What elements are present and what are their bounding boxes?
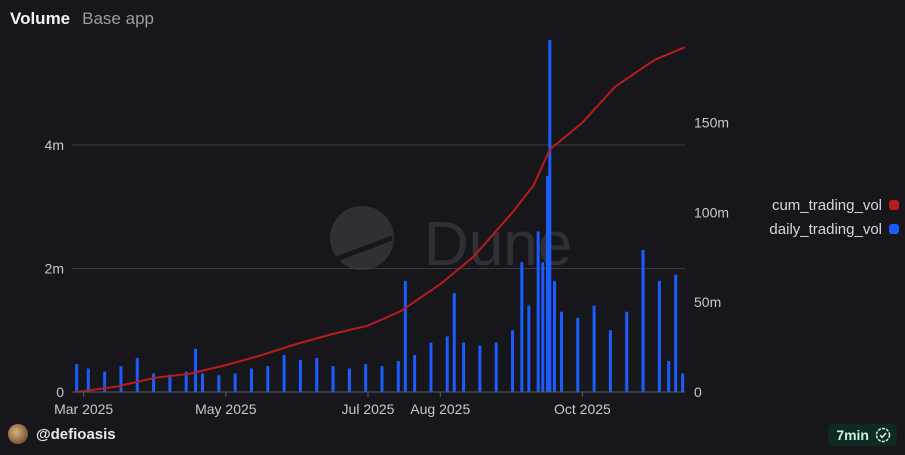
bar-mark — [657, 280, 661, 392]
bar-mark — [249, 368, 253, 392]
bar-mark — [667, 361, 671, 392]
bar-mark — [536, 231, 540, 392]
bar-mark — [545, 175, 549, 392]
legend-item-daily[interactable]: daily_trading_vol — [769, 217, 899, 241]
cum-trading-vol-line — [76, 46, 686, 393]
author-name: @defioasis — [36, 425, 116, 443]
legend-label-cum: cum_trading_vol — [771, 196, 882, 214]
bar-mark — [168, 374, 172, 392]
bar-mark — [396, 361, 400, 392]
legend-item-cum[interactable]: cum_trading_vol — [769, 193, 899, 217]
bar-mark — [266, 366, 270, 392]
bar-mark — [403, 280, 407, 392]
bar-mark — [520, 262, 524, 392]
bar-mark — [681, 373, 685, 392]
avatar — [8, 424, 28, 444]
bar-mark — [282, 354, 286, 392]
bar-mark — [103, 371, 107, 392]
bar-mark — [552, 280, 556, 392]
bar-mark — [315, 358, 319, 392]
bar-mark — [559, 311, 563, 392]
x-tick-label: Mar 2025 — [54, 401, 113, 417]
author-link[interactable]: @defioasis — [8, 424, 116, 444]
chart-legend: cum_trading_vol daily_trading_vol — [769, 193, 899, 241]
bar-mark — [608, 330, 612, 392]
legend-swatch-daily — [889, 224, 899, 234]
y-right-tick-label: 50m — [694, 294, 721, 310]
check-badge-icon — [875, 427, 891, 443]
refresh-time: 7min — [836, 427, 869, 443]
legend-swatch-cum — [889, 200, 899, 210]
y-left-tick-label: 4m — [45, 137, 64, 153]
bar-mark — [641, 249, 645, 392]
bar-mark — [548, 40, 552, 392]
bar-mark — [576, 317, 580, 392]
bar-mark — [135, 358, 139, 392]
bar-mark — [478, 345, 482, 392]
bar-mark — [217, 375, 221, 392]
bar-mark — [364, 364, 368, 392]
bar-mark — [527, 305, 531, 392]
bar-mark — [119, 366, 123, 392]
y-right-tick-label: 100m — [694, 204, 729, 220]
y-left-tick-label: 0 — [56, 384, 64, 400]
bar-mark — [152, 373, 156, 392]
bar-mark — [592, 305, 596, 392]
legend-label-daily: daily_trading_vol — [769, 220, 882, 238]
bar-mark — [413, 354, 417, 392]
bar-mark — [452, 293, 456, 392]
bar-mark — [184, 371, 188, 392]
chart-header: Volume Base app — [10, 9, 154, 29]
y-right-tick-label: 150m — [694, 115, 729, 131]
bar-mark — [494, 342, 498, 392]
chart-subtitle: Base app — [82, 9, 154, 28]
bar-mark — [429, 342, 433, 392]
bar-mark — [298, 359, 302, 392]
bar-mark — [674, 274, 678, 392]
chart-title: Volume — [10, 9, 71, 28]
refresh-badge[interactable]: 7min — [828, 424, 897, 446]
bar-mark — [233, 373, 237, 392]
bar-mark — [194, 348, 198, 392]
bar-mark — [541, 262, 545, 392]
bar-mark — [625, 311, 629, 392]
bar-mark — [511, 330, 515, 392]
bar-mark — [445, 336, 449, 392]
y-left-tick-label: 2m — [45, 260, 64, 276]
bar-mark — [462, 342, 466, 392]
x-tick-label: Oct 2025 — [554, 401, 611, 417]
bar-mark — [347, 368, 351, 392]
watermark-logo — [330, 206, 394, 270]
bar-mark — [201, 373, 205, 392]
y-right-tick-label: 0 — [694, 384, 702, 400]
bar-mark — [331, 366, 335, 392]
bar-mark — [75, 364, 79, 392]
x-tick-label: May 2025 — [195, 401, 257, 417]
bar-mark — [380, 366, 384, 392]
bar-mark — [86, 368, 90, 392]
x-tick-label: Aug 2025 — [410, 401, 470, 417]
x-tick-label: Jul 2025 — [342, 401, 395, 417]
